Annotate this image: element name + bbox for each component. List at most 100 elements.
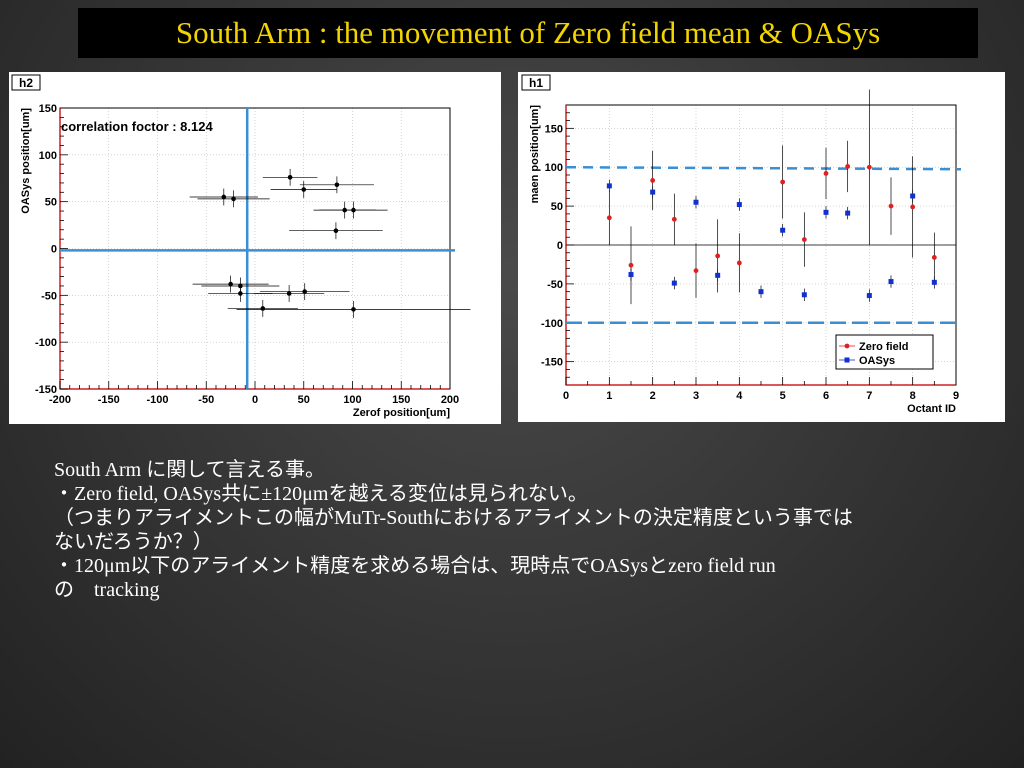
y-tick-label: 100 [39, 150, 57, 162]
data-point [351, 207, 356, 213]
text-line-4: ないだろうか？） [54, 531, 213, 553]
zero-field-point [801, 237, 807, 242]
x-tick-label: 0 [563, 390, 569, 402]
data-point [351, 307, 356, 312]
zero-field-point [780, 179, 786, 185]
y-tick-label: -100 [541, 318, 563, 330]
x-tick-label: 5 [780, 390, 786, 402]
legend-zero-field-label: Zero field [859, 341, 909, 353]
y-tick-label: -50 [547, 279, 563, 291]
x-tick-label: 0 [252, 394, 258, 406]
oasys-point [888, 279, 894, 285]
slide-body-text: South Arm に関して言える事。 ・Zero field, OASys共に… [54, 458, 974, 602]
oasys-point [671, 280, 677, 286]
y-tick-label: 50 [551, 201, 563, 213]
x-tick-label: 9 [953, 390, 959, 402]
y-tick-label: 100 [545, 162, 563, 174]
oasys-point [931, 279, 937, 285]
zero-field-point [715, 253, 721, 259]
oasys-point [910, 193, 916, 199]
y-tick-label: 150 [39, 103, 57, 115]
zero-field-point [671, 216, 677, 222]
histogram-name-box [521, 74, 551, 91]
zero-field-point [606, 215, 612, 221]
oasys-point [780, 227, 786, 233]
x-axis-title: Zerof position[um] [353, 407, 450, 419]
data-point [334, 182, 340, 188]
x-tick-label: 7 [866, 390, 872, 402]
oasys-point [845, 210, 851, 216]
y-tick-label: 150 [545, 123, 563, 135]
x-tick-label: 6 [823, 390, 829, 402]
y-tick-label: -150 [35, 384, 57, 396]
zero-field-point [628, 262, 634, 268]
text-line-1: South Arm に関して言える事。 [54, 459, 326, 481]
upper-reference-line [565, 165, 962, 171]
text-line-5: ・120μm以下のアライメント精度を求める場合は、現時点でOASysとzero … [54, 555, 776, 577]
oasys-point [866, 293, 872, 299]
legend-oasys-marker [844, 357, 850, 363]
oasys-point [715, 272, 721, 278]
x-tick-label: 8 [910, 390, 916, 402]
data-point [238, 291, 243, 296]
x-tick-label: -100 [146, 394, 168, 406]
legend-oasys-label: OASys [859, 355, 895, 367]
x-tick-label: 50 [298, 394, 310, 406]
data-point [302, 289, 308, 294]
oasys-point [628, 272, 634, 278]
y-tick-label: -100 [35, 337, 57, 349]
correlation-annotation: correlation foctor : 8.124 [61, 119, 213, 134]
slide-title: South Arm : the movement of Zero field m… [175, 15, 881, 50]
zero-field-point [866, 164, 872, 170]
zero-field-point [931, 255, 937, 260]
x-tick-label: 4 [736, 390, 743, 402]
y-tick-label: 50 [45, 197, 57, 209]
data-point [301, 187, 307, 192]
chart-panel-h2: h2 -200 -150 -100 -50 0 50 100 150 200 -150 -100 -50… [9, 72, 501, 424]
zero-field-point [845, 164, 851, 169]
zero-field-point [910, 204, 916, 210]
zero-field-point [693, 268, 699, 274]
y-tick-label: -150 [541, 357, 563, 369]
histogram-name: h2 [19, 76, 33, 90]
zero-field-point [650, 178, 656, 183]
x-axis-title: Octant ID [907, 403, 956, 415]
data-point [333, 228, 339, 234]
zero-field-point [823, 171, 829, 176]
data-point [231, 196, 236, 202]
oasys-point [758, 289, 764, 295]
x-tick-label: -50 [198, 394, 214, 406]
y-tick-label: 0 [557, 240, 563, 252]
data-point [287, 175, 293, 180]
x-tick-label: -200 [49, 394, 71, 406]
oasys-point [801, 292, 807, 298]
x-tick-label: 3 [693, 390, 699, 402]
text-line-3: （つまりアライメントこの幅がMuTr-Southにおけるアライメントの決定精度と… [54, 507, 853, 529]
chart-panel-h1: h1 0 1 2 3 4 5 6 7 8 9 -150 -100 -50 0 50 100 150 Octant I… [518, 72, 1005, 422]
oasys-point [693, 199, 699, 205]
data-point [221, 194, 227, 200]
text-line-2: ・Zero field, OASys共に±120μmを越える変位は見られない。 [54, 483, 588, 505]
y-tick-label: 0 [51, 244, 57, 256]
zero-field-point [888, 203, 894, 209]
text-line-6: の tracking [54, 579, 160, 601]
oasys-point [650, 189, 656, 195]
histogram-name-box [11, 74, 41, 91]
slide-title-bar: South Arm : the movement of Zero field m… [78, 8, 978, 58]
x-tick-label: 150 [392, 394, 410, 406]
data-point [228, 281, 233, 287]
legend-zero-field-marker [844, 343, 850, 349]
data-point [260, 306, 266, 311]
chart-h1: h1 0 1 2 3 4 5 6 7 8 9 -150 -100 -50 0 50 100 150 Octant I… [521, 74, 962, 415]
y-tick-label: -50 [41, 290, 57, 302]
legend-box [835, 334, 934, 370]
y-axis-title: OASys position[um] [20, 108, 32, 214]
chart-h2: h2-200 -150 -100 -50 0 50 100 150 200-150-100-50… [11, 74, 471, 419]
data-point [286, 291, 292, 296]
x-tick-label: 100 [343, 394, 361, 406]
oasys-point [736, 202, 742, 208]
histogram-name: h1 [529, 76, 543, 90]
y-axis-title: maen position[um] [529, 105, 541, 204]
x-tick-label: 2 [650, 390, 656, 402]
x-tick-label: 1 [606, 390, 612, 402]
